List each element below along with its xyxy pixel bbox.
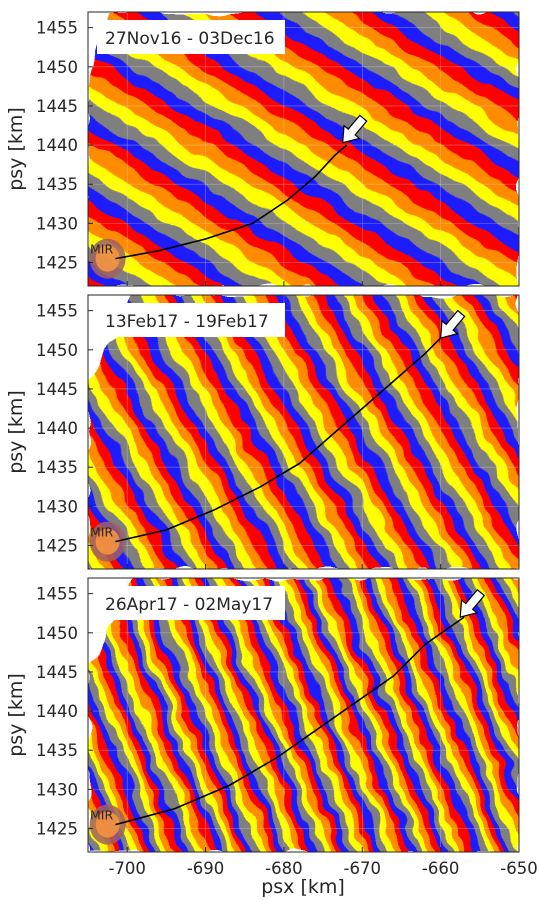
mir-label: MIR: [90, 242, 113, 257]
y-tick-label: 1445: [36, 97, 78, 116]
x-tick-label: -680: [265, 859, 302, 878]
y-tick-label: 1430: [36, 780, 78, 799]
y-tick-label: 1455: [36, 585, 78, 604]
y-tick-label: 1445: [36, 380, 78, 399]
x-tick-label: -690: [187, 859, 224, 878]
y-tick-label: 1425: [36, 537, 78, 556]
axes-frame: [87, 294, 520, 570]
y-tick-label: 1430: [36, 497, 78, 516]
y-tick-label: 1455: [36, 302, 78, 321]
y-tick-label: 1445: [36, 663, 78, 682]
axes-frame: [87, 577, 520, 853]
interferogram-fringes: [88, 578, 519, 852]
y-tick-label: 1440: [36, 419, 78, 438]
arrow-icon: [439, 309, 466, 339]
date-label-text: 27Nov16 - 03Dec16: [105, 29, 275, 49]
date-label: 26Apr17 - 02May17: [97, 586, 285, 620]
y-tick-label: 1450: [36, 624, 78, 643]
y-tick-label: 1425: [36, 820, 78, 839]
y-tick-label: 1455: [36, 19, 78, 38]
crack-trace-line: [115, 616, 465, 826]
interferogram-fringes: [88, 12, 519, 286]
y-tick-label: 1450: [36, 341, 78, 360]
y-tick-label: 1435: [36, 458, 78, 477]
y-tick-label: 1440: [36, 136, 78, 155]
crack-trace-line: [115, 337, 442, 543]
panel-p1: 27Nov16 - 03Dec16 MIR 1425 1430 1435 1440 1445…: [5, 11, 520, 287]
date-label: 27Nov16 - 03Dec16: [97, 20, 285, 54]
date-label-text: 13Feb17 - 19Feb17: [105, 312, 269, 332]
interferogram-fringes: [88, 295, 519, 569]
axes-frame: [87, 11, 520, 287]
arrow-icon: [342, 114, 368, 144]
panel-p2: 13Feb17 - 19Feb17 MIR 1425 1430 1435 1440 1445…: [5, 294, 520, 570]
x-tick-label: -700: [108, 859, 145, 878]
y-axis-label: psy [km]: [5, 390, 27, 474]
y-tick-label: 1435: [36, 175, 78, 194]
date-label-text: 26Apr17 - 02May17: [105, 595, 273, 615]
x-tick-label: -670: [344, 859, 381, 878]
y-tick-label: 1450: [36, 58, 78, 77]
x-tick-label: -660: [422, 859, 459, 878]
date-label: 13Feb17 - 19Feb17: [97, 303, 285, 337]
y-axis-label: psy [km]: [5, 107, 27, 191]
mir-label: MIR: [90, 525, 113, 540]
x-axis-label: psx [km]: [261, 876, 345, 898]
y-tick-label: 1430: [36, 214, 78, 233]
crack-trace-line: [115, 144, 348, 260]
mir-label: MIR: [90, 808, 113, 823]
panel-p3: 26Apr17 - 02May17 MIR 1425 1430 1435 1440 1445…: [5, 577, 538, 878]
x-tick-label: -650: [500, 859, 537, 878]
arrow-icon: [459, 588, 486, 618]
y-axis-label: psy [km]: [5, 673, 27, 757]
y-tick-label: 1425: [36, 254, 78, 273]
y-tick-label: 1440: [36, 702, 78, 721]
y-tick-label: 1435: [36, 741, 78, 760]
